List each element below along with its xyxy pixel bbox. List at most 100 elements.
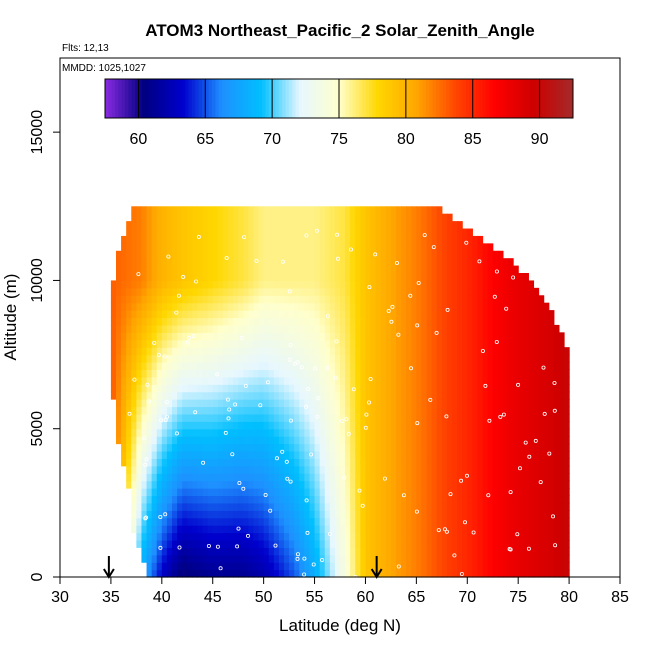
observation-point <box>373 252 378 257</box>
heatmap-cell <box>217 310 224 319</box>
heatmap-cell <box>502 384 509 393</box>
heatmap-cell <box>233 502 239 511</box>
heatmap-cell <box>248 206 255 215</box>
heatmap-cell <box>436 399 443 408</box>
heatmap-cell <box>487 265 494 274</box>
heatmap-cell <box>436 428 443 437</box>
heatmap-cell <box>482 295 489 304</box>
heatmap-cell <box>508 273 514 282</box>
colorbar-swatch <box>542 79 547 118</box>
heatmap-cell <box>390 473 397 482</box>
heatmap-cell <box>151 265 158 274</box>
observation-point <box>156 352 161 357</box>
heatmap-cell <box>543 406 550 415</box>
heatmap-cell <box>238 243 244 252</box>
heatmap-cell <box>380 302 387 311</box>
heatmap-cell <box>538 443 545 452</box>
heatmap-cell <box>370 391 377 400</box>
heatmap-cell <box>253 413 260 422</box>
heatmap-cell <box>228 510 234 519</box>
heatmap-cell <box>370 480 377 489</box>
heatmap-cell <box>212 569 219 578</box>
heatmap-cell <box>487 258 494 267</box>
heatmap-cell <box>513 399 519 408</box>
heatmap-cell <box>243 384 249 393</box>
heatmap-cell <box>202 280 209 289</box>
heatmap-cell <box>502 569 509 578</box>
heatmap-cell <box>441 280 448 289</box>
heatmap-cell <box>401 569 407 578</box>
heatmap-cell <box>314 517 321 526</box>
colorbar-swatch <box>375 79 380 118</box>
heatmap-cell <box>278 235 285 244</box>
heatmap-cell <box>324 406 331 415</box>
heatmap-cell <box>238 421 244 430</box>
heatmap-cell <box>477 458 484 467</box>
heatmap-cell <box>146 421 153 430</box>
heatmap-cell <box>319 235 326 244</box>
heatmap-cell <box>360 465 367 474</box>
heatmap-cell <box>299 265 305 274</box>
heatmap-cell <box>345 458 351 467</box>
heatmap-cell <box>477 539 484 548</box>
heatmap-cell <box>156 428 163 437</box>
heatmap-cell <box>502 428 509 437</box>
heatmap-cell <box>426 554 433 563</box>
heatmap-cell <box>258 332 265 341</box>
colorbar-swatch <box>131 79 136 118</box>
heatmap-cell <box>543 569 550 578</box>
heatmap-cell <box>192 310 199 319</box>
heatmap-cell <box>268 213 275 222</box>
heatmap-cell <box>258 287 265 296</box>
heatmap-cell <box>258 569 265 578</box>
x-tick-label: 50 <box>255 589 273 606</box>
heatmap-cell <box>329 324 336 333</box>
heatmap-cell <box>329 250 336 259</box>
heatmap-cell <box>136 324 143 333</box>
heatmap-cell <box>365 354 372 363</box>
heatmap-cell <box>304 324 311 333</box>
heatmap-cell <box>406 510 412 519</box>
heatmap-cell <box>518 428 524 437</box>
heatmap-cell <box>146 265 153 274</box>
heatmap-cell <box>289 369 295 378</box>
heatmap-cell <box>406 525 412 534</box>
heatmap-cell <box>497 280 504 289</box>
heatmap-cell <box>314 332 321 341</box>
heatmap-cell <box>528 569 535 578</box>
heatmap-cell <box>289 562 295 571</box>
heatmap-cell <box>390 280 397 289</box>
heatmap-cell <box>222 206 229 215</box>
heatmap-cell <box>564 480 570 489</box>
heatmap-cell <box>222 391 229 400</box>
heatmap-cell <box>299 488 305 497</box>
observation-point <box>486 493 491 498</box>
heatmap-cell <box>248 488 255 497</box>
heatmap-cell <box>401 413 407 422</box>
heatmap-cell <box>523 295 529 304</box>
heatmap-cell <box>314 354 321 363</box>
heatmap-cell <box>222 235 229 244</box>
heatmap-cell <box>416 354 423 363</box>
heatmap-cell <box>477 473 484 482</box>
heatmap-cell <box>401 265 407 274</box>
heatmap-cell <box>452 243 458 252</box>
heatmap-cell <box>375 443 382 452</box>
heatmap-cell <box>217 450 224 459</box>
heatmap-cell <box>390 324 397 333</box>
heatmap-cell <box>238 324 244 333</box>
heatmap-cell <box>334 532 341 541</box>
heatmap-cell <box>136 206 143 215</box>
heatmap-cell <box>248 235 255 244</box>
heatmap-cell <box>487 361 494 370</box>
heatmap-cell <box>212 243 219 252</box>
heatmap-cell <box>375 354 382 363</box>
heatmap-cell <box>233 213 239 222</box>
heatmap-cell <box>294 517 300 526</box>
heatmap-cell <box>248 295 255 304</box>
heatmap-cell <box>299 399 305 408</box>
heatmap-cell <box>452 228 458 237</box>
heatmap-cell <box>278 554 285 563</box>
heatmap-cell <box>340 354 346 363</box>
heatmap-cell <box>462 295 468 304</box>
